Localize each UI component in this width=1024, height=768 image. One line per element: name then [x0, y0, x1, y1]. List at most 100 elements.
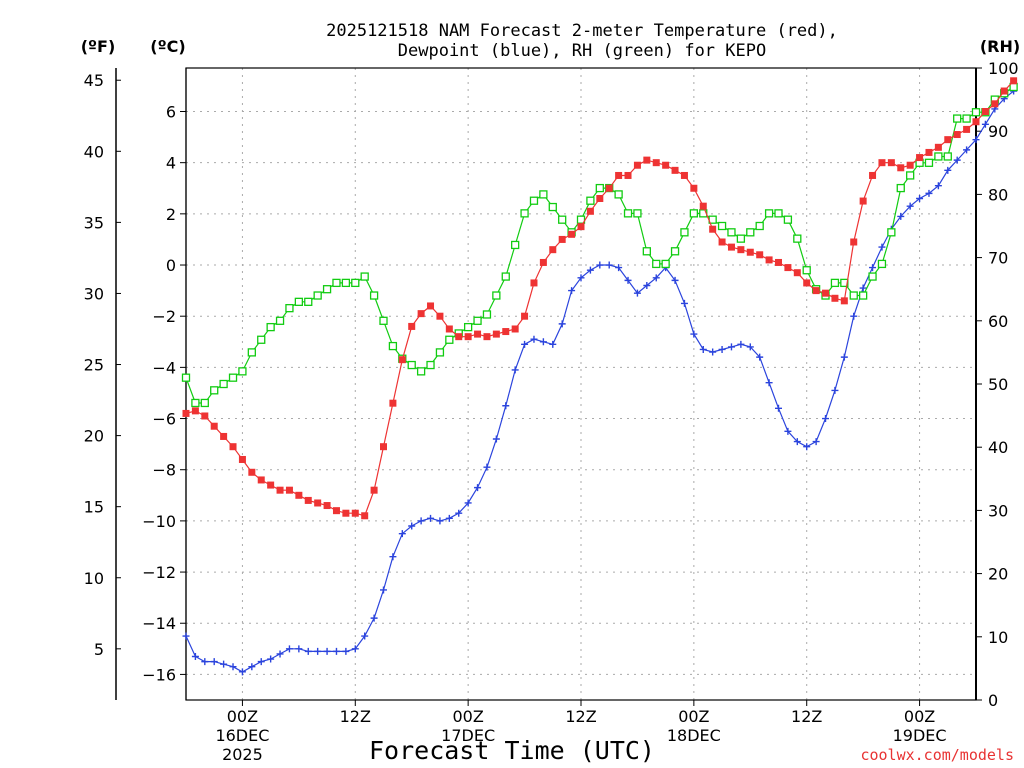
dewpoint-point	[257, 658, 265, 666]
temperature-point	[718, 238, 726, 246]
rh-point	[840, 278, 849, 288]
dewpoint-point	[492, 435, 500, 443]
rh-point	[492, 291, 501, 300]
temperature-point	[191, 407, 199, 415]
celsius-tick-label: −4	[152, 358, 176, 377]
temperature-point	[897, 164, 905, 172]
dewpoint-point	[295, 645, 303, 653]
dewpoint-point	[746, 343, 754, 351]
rh-point	[680, 228, 689, 237]
temperature-point	[615, 171, 623, 179]
time-tick-label: 00Z	[227, 707, 258, 726]
rh-point	[670, 247, 680, 256]
temperature-point	[624, 171, 632, 179]
celsius-tick-label: −2	[152, 307, 176, 326]
temperature-point	[596, 194, 604, 202]
time-tick-label: 00Z	[678, 707, 709, 726]
dewpoint-point	[822, 415, 830, 423]
rh-point	[877, 259, 887, 269]
rh-point	[219, 379, 228, 389]
dewpoint-point	[445, 514, 453, 522]
dewpoint-point	[539, 338, 547, 346]
rh-point	[238, 367, 247, 376]
temperature-point	[1010, 77, 1018, 85]
temperature-point	[925, 148, 933, 156]
rh-point	[849, 291, 858, 300]
fahrenheit-tick-label: 20	[84, 427, 104, 446]
rh-point	[501, 272, 510, 281]
temperature-point	[963, 125, 971, 133]
rh-point	[774, 209, 783, 218]
dewpoint-point	[276, 650, 284, 658]
rh-tick-label: 80	[988, 185, 1008, 204]
temperature-point	[210, 422, 218, 430]
celsius-tick-label: −6	[152, 410, 176, 429]
dewpoint-point	[361, 632, 369, 640]
temperature-point	[267, 481, 275, 489]
dewpoint-point	[380, 586, 387, 594]
temperature-point	[380, 443, 387, 451]
rh-tick-label: 100	[988, 59, 1019, 78]
celsius-axis-ticks: −16 −14 −12 −10 −8 −6 −4 −2 0 2 4 6	[142, 102, 186, 684]
rh-point	[294, 297, 304, 306]
temperature-point	[775, 258, 782, 266]
dewpoint-point	[530, 335, 538, 343]
temperature-point	[182, 409, 190, 417]
temperature-point	[803, 279, 811, 287]
temperature-point	[558, 235, 566, 243]
time-tick-label: 12Z	[565, 707, 596, 726]
temperature-point	[737, 246, 745, 254]
temperature-point	[370, 486, 378, 494]
temperature-point	[643, 156, 651, 164]
rh-point	[586, 196, 595, 205]
rh-point	[943, 152, 952, 161]
temperature-point	[756, 251, 764, 259]
temperature-point	[934, 143, 942, 151]
rh-point	[322, 285, 332, 294]
rh-tick-label: 60	[988, 312, 1008, 331]
rh-point	[858, 291, 868, 300]
rh-point	[953, 114, 962, 123]
temperature-point	[652, 159, 660, 167]
dewpoint-point	[709, 348, 717, 356]
rh-point	[962, 114, 971, 123]
dewpoint-point	[812, 438, 820, 446]
rh-point	[746, 228, 755, 237]
fahrenheit-tick-label: 30	[84, 284, 104, 303]
rh-point	[511, 240, 520, 250]
dewpoint-point	[201, 658, 209, 666]
temperature-point	[398, 356, 406, 364]
rh-point	[407, 360, 416, 370]
dewpoint-point	[191, 653, 199, 661]
dewpoint-point	[624, 276, 632, 284]
fahrenheit-tick-label: 5	[94, 640, 104, 659]
celsius-tick-label: 6	[166, 102, 176, 121]
rh-point	[210, 386, 219, 395]
dewpoint-point	[756, 353, 764, 361]
temperature-point	[831, 294, 839, 302]
temperature-point	[887, 159, 895, 167]
dewpoint-point	[972, 136, 980, 144]
rh-point	[642, 247, 651, 256]
temperature-point	[276, 486, 284, 494]
temperature-point	[709, 225, 717, 233]
rh-point	[388, 341, 398, 351]
dewpoint-point	[323, 647, 331, 655]
dewpoint-point	[737, 340, 745, 348]
dewpoint-line	[185, 90, 1014, 673]
rh-point	[351, 278, 360, 288]
temperature-point	[727, 243, 735, 251]
rh-point	[463, 322, 473, 332]
dewpoint-point	[351, 645, 359, 653]
dewpoint-point	[775, 404, 782, 412]
rh-point	[369, 291, 379, 300]
dewpoint-point	[521, 340, 529, 348]
dewpoint-point	[398, 530, 406, 538]
rh-tick-label: 70	[988, 249, 1008, 268]
temperature-point	[859, 197, 867, 205]
temperature-point	[765, 256, 773, 264]
temperature-point	[342, 509, 350, 517]
dewpoint-point	[182, 632, 190, 640]
